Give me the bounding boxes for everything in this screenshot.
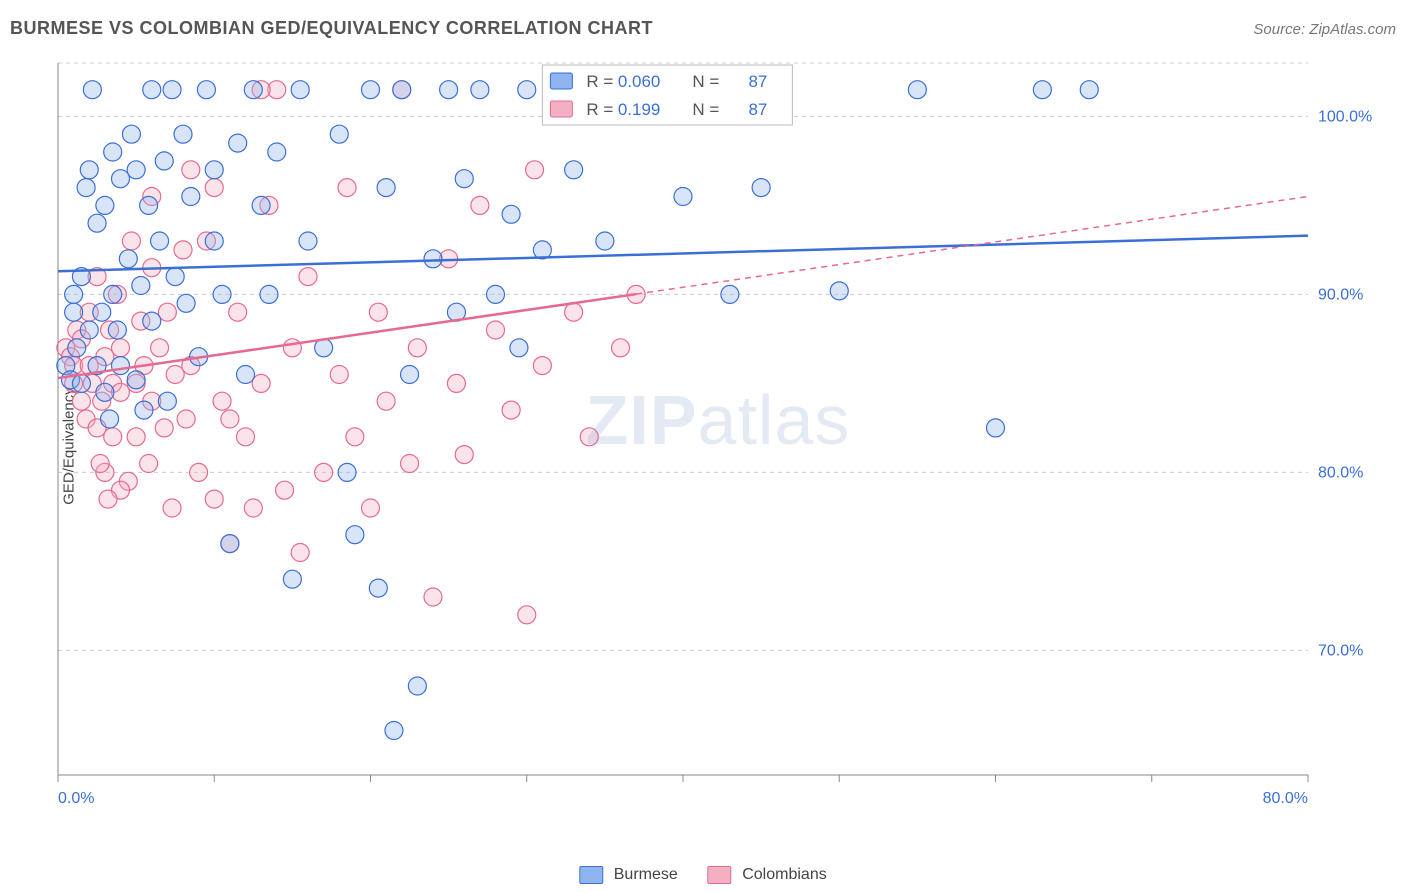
svg-text:90.0%: 90.0%	[1318, 286, 1363, 303]
chart-title: BURMESE VS COLOMBIAN GED/EQUIVALENCY COR…	[10, 18, 653, 39]
svg-text:R =: R =	[586, 100, 613, 119]
legend-item-colombians: Colombians	[708, 866, 827, 884]
svg-text:N =: N =	[692, 72, 719, 91]
svg-text:87: 87	[748, 72, 767, 91]
svg-text:100.0%: 100.0%	[1318, 108, 1372, 125]
svg-text:0.060: 0.060	[618, 72, 661, 91]
svg-text:R =: R =	[586, 72, 613, 91]
scatter-chart-svg: 70.0% 80.0% 90.0% 100.0% 0.0% 80.0% R = 0.060 N …	[48, 55, 1388, 815]
svg-text:87: 87	[748, 100, 767, 119]
legend-item-burmese: Burmese	[579, 866, 677, 884]
legend-swatch-colombians	[708, 866, 732, 884]
source-attribution: Source: ZipAtlas.com	[1253, 21, 1396, 38]
svg-text:80.0%: 80.0%	[1263, 790, 1308, 807]
svg-text:80.0%: 80.0%	[1318, 464, 1363, 481]
svg-text:0.0%: 0.0%	[58, 790, 94, 807]
svg-text:N =: N =	[692, 100, 719, 119]
source-name: ZipAtlas.com	[1309, 21, 1396, 38]
svg-text:0.199: 0.199	[618, 100, 661, 119]
source-prefix: Source:	[1253, 21, 1309, 38]
legend-bottom: Burmese Colombians	[579, 866, 826, 884]
legend-label-colombians: Colombians	[742, 866, 826, 883]
svg-text:70.0%: 70.0%	[1318, 642, 1363, 659]
legend-swatch-burmese	[579, 866, 603, 884]
legend-label-burmese: Burmese	[614, 866, 678, 883]
chart-area: 70.0% 80.0% 90.0% 100.0% 0.0% 80.0% R = 0.060 N …	[48, 55, 1388, 815]
